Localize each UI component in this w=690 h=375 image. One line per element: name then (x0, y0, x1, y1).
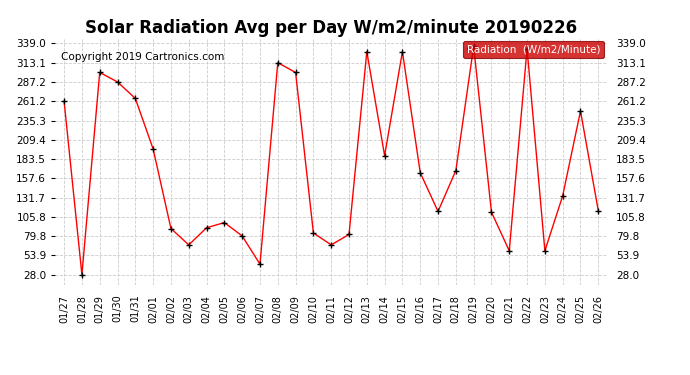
Title: Solar Radiation Avg per Day W/m2/minute 20190226: Solar Radiation Avg per Day W/m2/minute … (85, 20, 578, 38)
Legend: Radiation  (W/m2/Minute): Radiation (W/m2/Minute) (463, 40, 604, 58)
Text: Copyright 2019 Cartronics.com: Copyright 2019 Cartronics.com (61, 53, 224, 62)
